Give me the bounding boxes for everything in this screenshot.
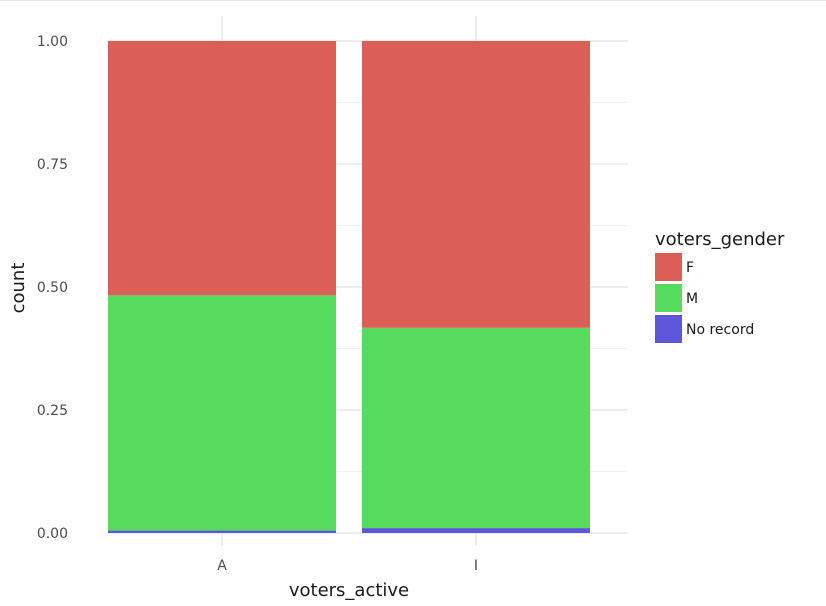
- legend-title: voters_gender: [655, 229, 785, 250]
- legend: voters_gender FM No record: [655, 229, 785, 343]
- legend-label: M: [686, 291, 698, 307]
- legend-key-m: [655, 284, 682, 312]
- legend-key-no-record: [655, 315, 682, 343]
- y-tick-label: 1.00: [37, 34, 68, 50]
- top-border: [0, 0, 826, 1]
- bar-segment-A-m: [108, 295, 336, 531]
- bar-segment-A-f: [108, 41, 336, 296]
- bar-segment-I-m: [362, 327, 590, 529]
- y-tick-label: 0.50: [37, 280, 68, 296]
- y-tick-label: 0.75: [37, 157, 68, 173]
- x-axis-title: voters_active: [289, 580, 409, 601]
- legend-label: No record: [686, 322, 754, 338]
- x-tick-label: I: [474, 558, 478, 574]
- y-axis-ticks: 0.00 0.25 0.50 0.75 1.00: [37, 34, 68, 542]
- bars: [108, 41, 590, 533]
- bar-segment-I-no-record: [362, 528, 590, 533]
- legend-label: F: [686, 260, 694, 276]
- bar-segment-I-f: [362, 41, 590, 328]
- legend-key-f: [655, 253, 682, 281]
- x-tick-label: A: [217, 558, 227, 574]
- y-tick-label: 0.25: [37, 403, 68, 419]
- y-tick-label: 0.00: [37, 526, 68, 542]
- bar-segment-A-no-record: [108, 530, 336, 533]
- y-axis-title: count: [8, 263, 29, 314]
